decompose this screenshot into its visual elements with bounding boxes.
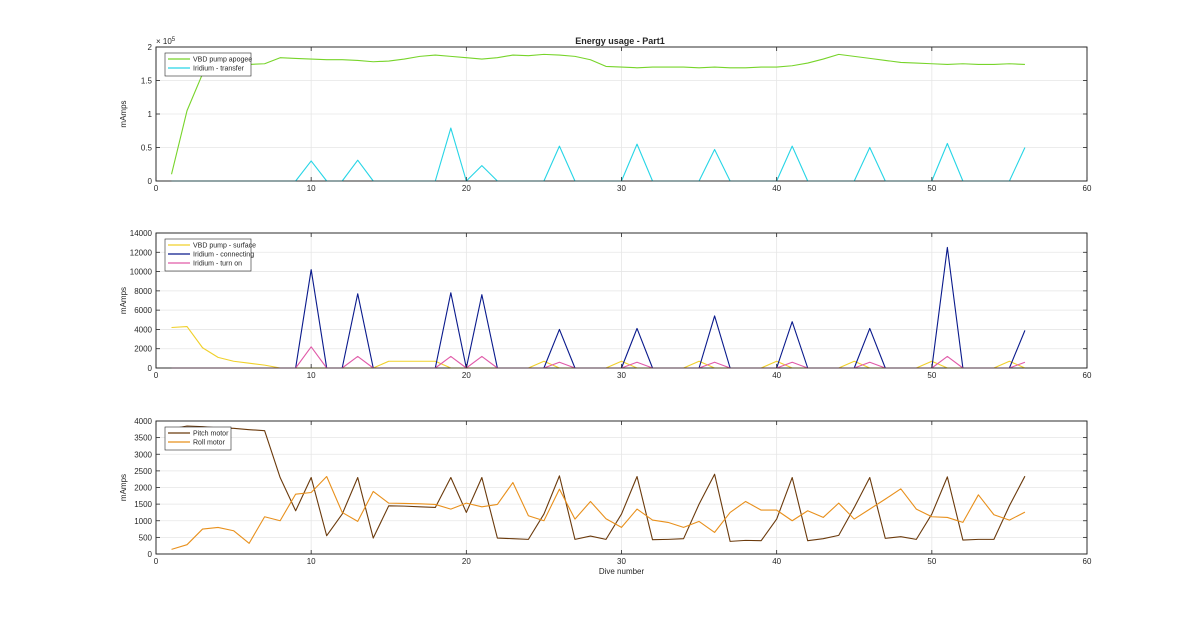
series-line-pitch-motor: [171, 425, 1026, 542]
x-tick-label: 30: [617, 184, 626, 193]
y-tick-label: 0: [148, 550, 153, 559]
x-tick-label: 10: [307, 557, 316, 566]
y-tick-label: 2: [148, 43, 153, 52]
x-tick-label: 30: [617, 371, 626, 380]
legend-entry-label: Iridium - transfer: [193, 66, 245, 73]
y-tick-label: 500: [139, 533, 153, 542]
y-tick-label: 1500: [134, 500, 152, 509]
x-tick-label: 40: [772, 184, 781, 193]
y-tick-label: 0.5: [141, 144, 153, 153]
y-axis-label: mAmps: [119, 287, 128, 314]
y-tick-label: 1: [148, 110, 153, 119]
x-tick-label: 40: [772, 371, 781, 380]
y-tick-label: 1.5: [141, 77, 153, 86]
legend-entry-label: Iridium - connecting: [193, 252, 254, 259]
x-tick-label: 60: [1083, 557, 1092, 566]
y-tick-label: 14000: [130, 229, 153, 238]
y-exponent-label: × 105: [156, 37, 176, 46]
y-tick-label: 6000: [134, 306, 152, 315]
x-tick-label: 10: [307, 371, 316, 380]
x-tick-label: 20: [462, 371, 471, 380]
y-tick-label: 4000: [134, 325, 152, 334]
x-tick-label: 30: [617, 557, 626, 566]
x-tick-label: 50: [927, 557, 936, 566]
y-tick-label: 10000: [130, 268, 153, 277]
legend-entry-label: Pitch motor: [193, 431, 229, 438]
y-axis-label: mAmps: [119, 474, 128, 501]
y-tick-label: 2500: [134, 467, 152, 476]
legend-entry-label: VBD pump apogee: [193, 57, 252, 64]
y-tick-label: 8000: [134, 287, 152, 296]
legend: VBD pump apogee Iridium - transfer: [164, 52, 252, 77]
x-tick-label: 20: [462, 184, 471, 193]
x-tick-label: 0: [154, 371, 159, 380]
x-tick-label: 50: [927, 371, 936, 380]
x-tick-label: 0: [154, 557, 159, 566]
legend: VBD pump - surface Iridium - connecting Ir…: [164, 238, 256, 272]
x-tick-label: 60: [1083, 371, 1092, 380]
legend-entry-label: Roll motor: [193, 440, 226, 447]
subplot-pitch-roll-motor: 0 10 20 30 40 50 60 0 500 1000 1500 2000 2500 3000 350…: [119, 417, 1092, 576]
x-tick-label: 50: [927, 184, 936, 193]
x-axis-label: Dive number: [599, 567, 645, 576]
legend: Pitch motor Roll motor: [164, 426, 232, 451]
subplot-vbd-apogee-iridium-transfer: 0 10 20 30 40 50 60 0 0.5 1 1.5 2× 105 mAmps VBD pump…: [119, 37, 1092, 193]
y-tick-label: 3000: [134, 450, 152, 459]
y-tick-label: 2000: [134, 484, 152, 493]
subplot-vbd-surface-iridium: 0 10 20 30 40 50 60 0 2000 4000 6000 8000 10000 12000…: [119, 229, 1092, 380]
y-tick-label: 2000: [134, 345, 152, 354]
figure-title: Energy usage - Part1: [575, 36, 665, 46]
series-line-roll-motor: [171, 475, 1026, 550]
x-tick-label: 40: [772, 557, 781, 566]
y-axis-label: mAmps: [119, 100, 128, 127]
legend-entry-label: Iridium - turn on: [193, 261, 242, 268]
y-tick-label: 3500: [134, 434, 152, 443]
x-tick-label: 20: [462, 557, 471, 566]
x-tick-label: 60: [1083, 184, 1092, 193]
x-tick-label: 10: [307, 184, 316, 193]
y-tick-label: 12000: [130, 248, 153, 257]
legend-box: [164, 238, 252, 272]
y-tick-label: 0: [148, 177, 153, 186]
legend-entry-label: VBD pump - surface: [193, 243, 256, 250]
y-tick-label: 1000: [134, 517, 152, 526]
y-tick-label: 4000: [134, 417, 152, 426]
x-tick-label: 0: [154, 184, 159, 193]
y-tick-label: 0: [148, 364, 153, 373]
series-line-vbd-pump-apogee: [170, 53, 1025, 175]
